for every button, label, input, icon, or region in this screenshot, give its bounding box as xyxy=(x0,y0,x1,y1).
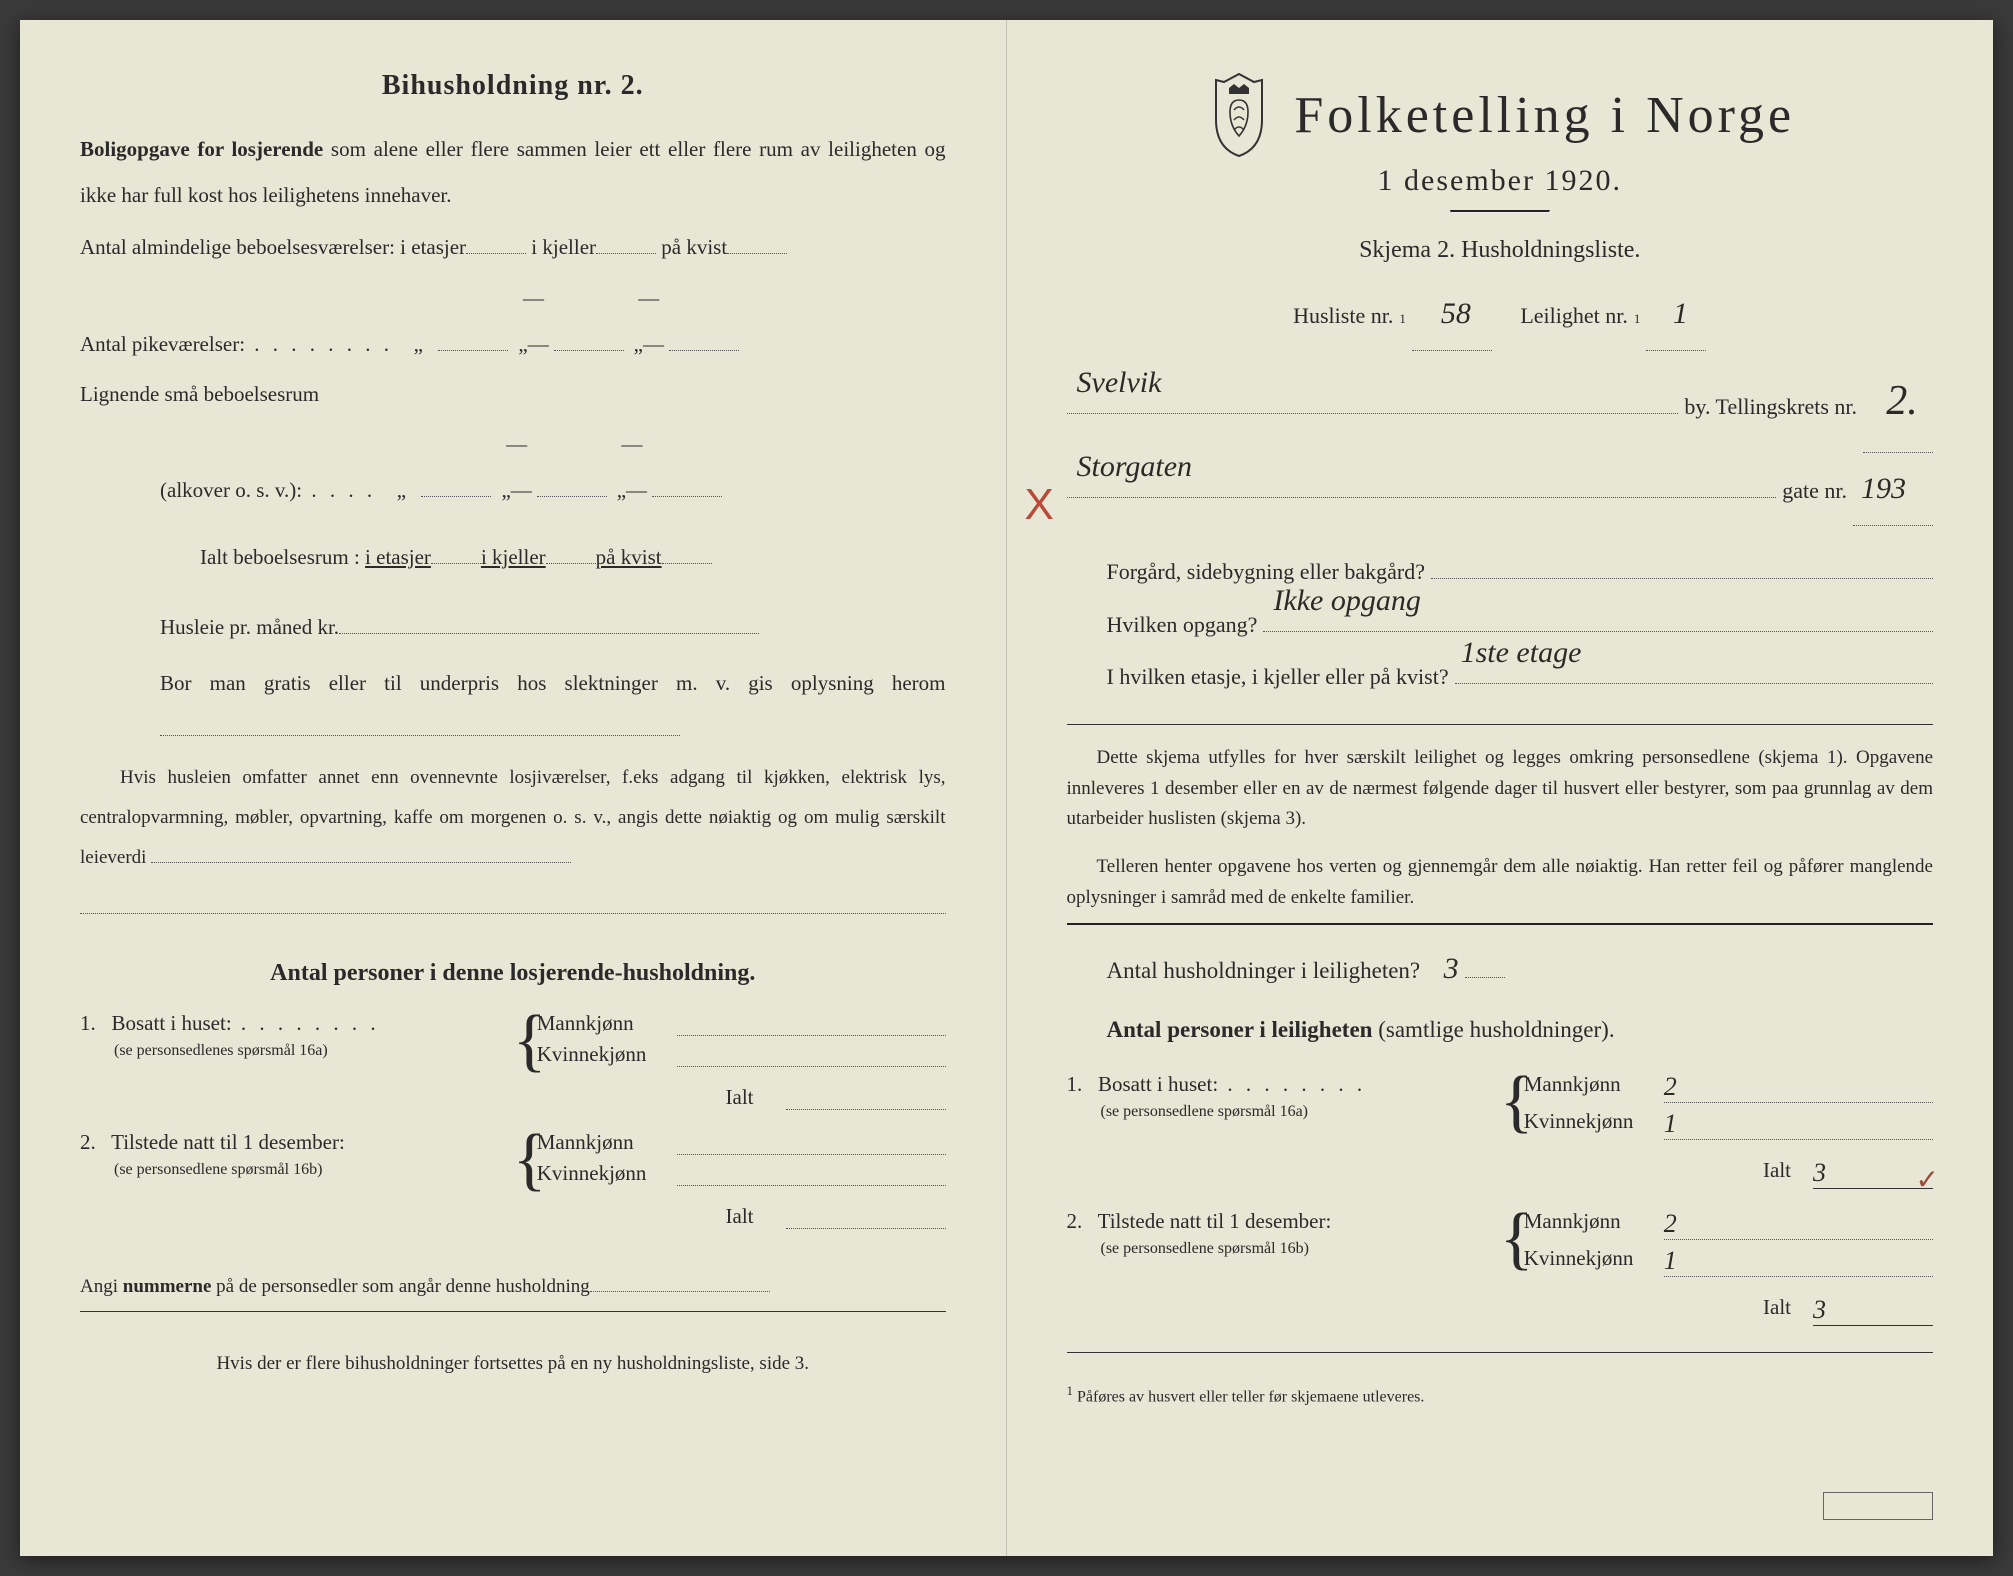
q1-kvinne-value: 1 xyxy=(1664,1109,1933,1140)
intro-bold: Boligopgave for losjerende xyxy=(80,137,323,161)
footnote: 1 Påføres av husvert eller teller før sk… xyxy=(1067,1383,1934,1406)
row-ialt-beboelse: Ialt beboelsesrum : i etasjeri kjellerpå… xyxy=(200,534,946,580)
krets-value: 2. xyxy=(1863,351,1933,453)
census-document: Bihusholdning nr. 2. Boligopgave for los… xyxy=(20,20,1993,1556)
row-note: Hvis husleien omfatter annet enn ovennev… xyxy=(80,758,946,878)
row-lignende-2: (alkover o. s. v.): „ —„— —„— xyxy=(160,421,946,513)
row-antal-hush: Antal husholdninger i leiligheten? 3 xyxy=(1107,933,1934,1005)
by-value: Svelvik xyxy=(1077,347,1162,419)
red-x-mark: X xyxy=(1025,480,1054,530)
husliste-value: 58 xyxy=(1412,278,1492,351)
q2-kvinne-value: 1 xyxy=(1664,1246,1933,1277)
schema-line: Skjema 2. Husholdningsliste. xyxy=(1067,237,1934,264)
q1-mann-value: 2 xyxy=(1664,1072,1933,1103)
row-forgard: Forgård, sidebygning eller bakgård? xyxy=(1107,546,1934,599)
antal-hush-value: 3 xyxy=(1444,933,1459,1005)
q2-mann-value: 2 xyxy=(1664,1209,1933,1240)
date-line: 1 desember 1920. xyxy=(1067,164,1934,198)
page-right: Folketelling i Norge 1 desember 1920. Sk… xyxy=(1007,20,1994,1556)
row-husleie: Husleie pr. måned kr. xyxy=(160,604,946,650)
q2-ialt-value: 3 xyxy=(1813,1295,1933,1326)
left-q1: 1. Bosatt i huset: (se personsedlenes sp… xyxy=(80,1011,946,1116)
opgang-value: Ikke opgang xyxy=(1273,565,1420,637)
check-mark-icon: ✓ xyxy=(1916,1163,1939,1197)
row-nummerne: Angi nummerne på de personsedler som ang… xyxy=(80,1271,946,1303)
instructions-2: Telleren henter opgavene hos verten og g… xyxy=(1067,852,1934,913)
gate-nr-value: 193 xyxy=(1853,453,1933,526)
row-rooms: Antal almindelige beboelsesværelser: i e… xyxy=(80,224,946,270)
right-q1: 1. Bosatt i huset: (se personsedlene spø… xyxy=(1067,1072,1934,1195)
etasje-value: 1ste etage xyxy=(1461,617,1582,689)
page-left: Bihusholdning nr. 2. Boligopgave for los… xyxy=(20,20,1007,1556)
row-husliste: Husliste nr.1 58 Leilighet nr.1 1 xyxy=(1067,278,1934,351)
instructions-1: Dette skjema utfylles for hver særskilt … xyxy=(1067,743,1934,834)
count-title: Antal personer i denne losjerende-hushol… xyxy=(80,960,946,987)
row-etasje: I hvilken etasje, i kjeller eller på kvi… xyxy=(1107,651,1934,704)
row-lignende-1: Lignende små beboelsesrum xyxy=(80,371,946,417)
row-gratis: Bor man gratis eller til underpris hos s… xyxy=(160,660,946,752)
left-q2: 2. Tilstede natt til 1 desember: (se per… xyxy=(80,1130,946,1235)
main-title: Folketelling i Norge xyxy=(1294,86,1795,145)
left-footer: Hvis der er flere bihusholdninger fortse… xyxy=(80,1348,946,1380)
left-title: Bihusholdning nr. 2. xyxy=(80,70,946,102)
row-by: Svelvik by. Tellingskrets nr. 2. xyxy=(1067,351,1934,453)
leilighet-value: 1 xyxy=(1646,278,1706,351)
row-gate: Storgaten gate nr. 193 xyxy=(1067,453,1934,526)
title-row: Folketelling i Norge xyxy=(1067,70,1934,160)
intro-paragraph: Boligopgave for losjerende som alene ell… xyxy=(80,126,946,218)
right-q2: 2. Tilstede natt til 1 desember: (se per… xyxy=(1067,1209,1934,1332)
printer-stamp xyxy=(1823,1492,1933,1520)
gate-value: Storgaten xyxy=(1077,431,1193,503)
row-pike: Antal pikeværelser: „ —„— —„— xyxy=(80,275,946,367)
coat-of-arms-icon xyxy=(1204,70,1274,160)
row-antal-pers: Antal personer i leiligheten (samtlige h… xyxy=(1107,1005,1934,1056)
